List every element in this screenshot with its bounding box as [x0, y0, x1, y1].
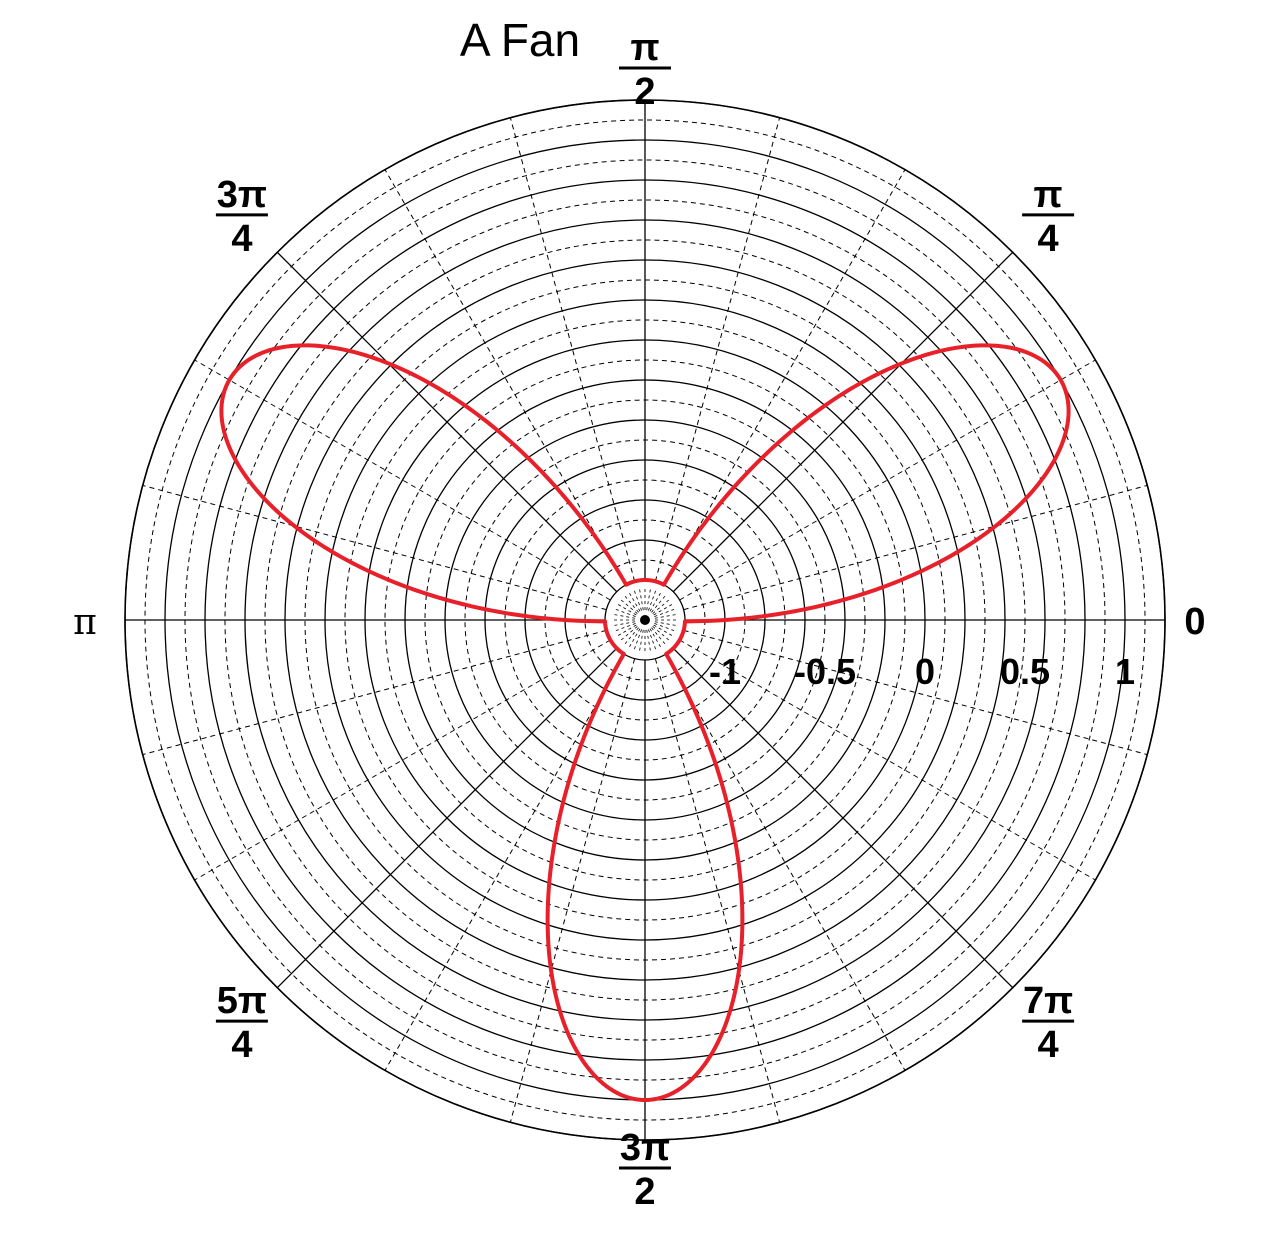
center-tick: [654, 623, 678, 633]
radial-tick-label: -0.5: [794, 651, 856, 692]
center-tick: [612, 623, 636, 633]
grid-spoke-major: [276, 251, 618, 593]
radial-tick-label: 0: [915, 651, 935, 692]
angle-label: 3π4: [215, 174, 268, 260]
angle-label-denominator: 4: [231, 218, 252, 260]
chart-title: A Fan: [460, 14, 580, 66]
angle-label-numerator: 3π: [217, 174, 267, 216]
grid-spoke-minor: [664, 169, 906, 586]
angle-label: π4: [1022, 174, 1075, 260]
center-tick: [627, 590, 641, 612]
angle-label-text: 0: [1184, 601, 1205, 643]
grid-spoke-minor: [142, 484, 607, 611]
center-tick: [611, 613, 636, 619]
center-tick: [651, 593, 668, 613]
radial-tick-label: 1: [1115, 651, 1135, 692]
curve-layer: [219, 343, 1071, 1102]
grid-spoke-minor: [654, 117, 781, 582]
center-tick: [632, 629, 642, 653]
grid-spoke-minor: [509, 658, 636, 1123]
center-tick: [652, 626, 672, 643]
center-tick: [622, 593, 639, 613]
curve-line: [219, 343, 1071, 1102]
center-tick: [653, 602, 675, 616]
angle-label: 5π4: [215, 980, 268, 1066]
center-tick: [615, 624, 637, 638]
center-dot: [640, 615, 650, 625]
angle-label-denominator: 4: [231, 1024, 252, 1066]
grid-spoke-minor: [664, 654, 906, 1071]
grid-spoke-major: [672, 647, 1014, 989]
center-tick: [649, 628, 663, 650]
angle-label-numerator: π: [1034, 174, 1063, 216]
grid-spoke-minor: [654, 658, 781, 1123]
center-tick: [648, 629, 658, 653]
center-tick: [646, 586, 652, 611]
center-tick: [649, 590, 663, 612]
angle-label: 7π4: [1022, 980, 1075, 1066]
center-tick: [632, 587, 642, 611]
grid: [124, 99, 1166, 1141]
center-tick: [627, 628, 641, 650]
angle-label: π2: [619, 27, 671, 113]
grid-spoke-minor: [194, 359, 611, 601]
angle-label-text: π: [73, 602, 97, 643]
grid-spoke-minor: [194, 639, 611, 881]
radial-tick-label: 0.5: [1000, 651, 1050, 692]
center-tick: [646, 629, 652, 654]
grid-spoke-minor: [142, 629, 607, 756]
angle-label-numerator: 7π: [1023, 980, 1073, 1022]
center-tick: [618, 626, 638, 643]
center-tick: [651, 627, 668, 647]
angle-label-numerator: 3π: [620, 1127, 670, 1169]
grid-spoke-major: [672, 251, 1014, 593]
grid-spoke-minor: [384, 169, 626, 586]
center-tick: [654, 613, 679, 619]
center-tick: [654, 621, 679, 627]
grid-spoke-minor: [679, 359, 1096, 601]
center-tick: [652, 597, 672, 614]
center-tick: [638, 629, 644, 654]
center-tick: [653, 624, 675, 638]
center-tick: [612, 607, 636, 617]
angle-label: 0: [1184, 601, 1205, 643]
center-tick: [648, 587, 658, 611]
angle-label-denominator: 2: [634, 1171, 655, 1213]
center-tick: [611, 621, 636, 627]
center-tick: [618, 597, 638, 614]
grid-spoke-minor: [679, 639, 1096, 881]
center-tick: [638, 586, 644, 611]
angle-label: 3π2: [619, 1127, 671, 1213]
grid-spoke-minor: [509, 117, 636, 582]
angle-label-denominator: 4: [1038, 218, 1059, 260]
grid-spoke-minor: [384, 654, 626, 1071]
grid-spoke-major: [276, 647, 618, 989]
angle-label-denominator: 4: [1038, 1024, 1059, 1066]
grid-spoke-minor: [683, 629, 1148, 756]
angle-label-numerator: π: [630, 27, 659, 69]
center-tick: [622, 627, 639, 647]
angle-label-numerator: 5π: [217, 980, 267, 1022]
grid-spoke-minor: [683, 484, 1148, 611]
center-tick: [654, 607, 678, 617]
angle-label: π: [73, 602, 97, 643]
angle-label-denominator: 2: [634, 71, 655, 113]
radial-tick-label: -1: [709, 651, 741, 692]
center-tick: [615, 602, 637, 616]
